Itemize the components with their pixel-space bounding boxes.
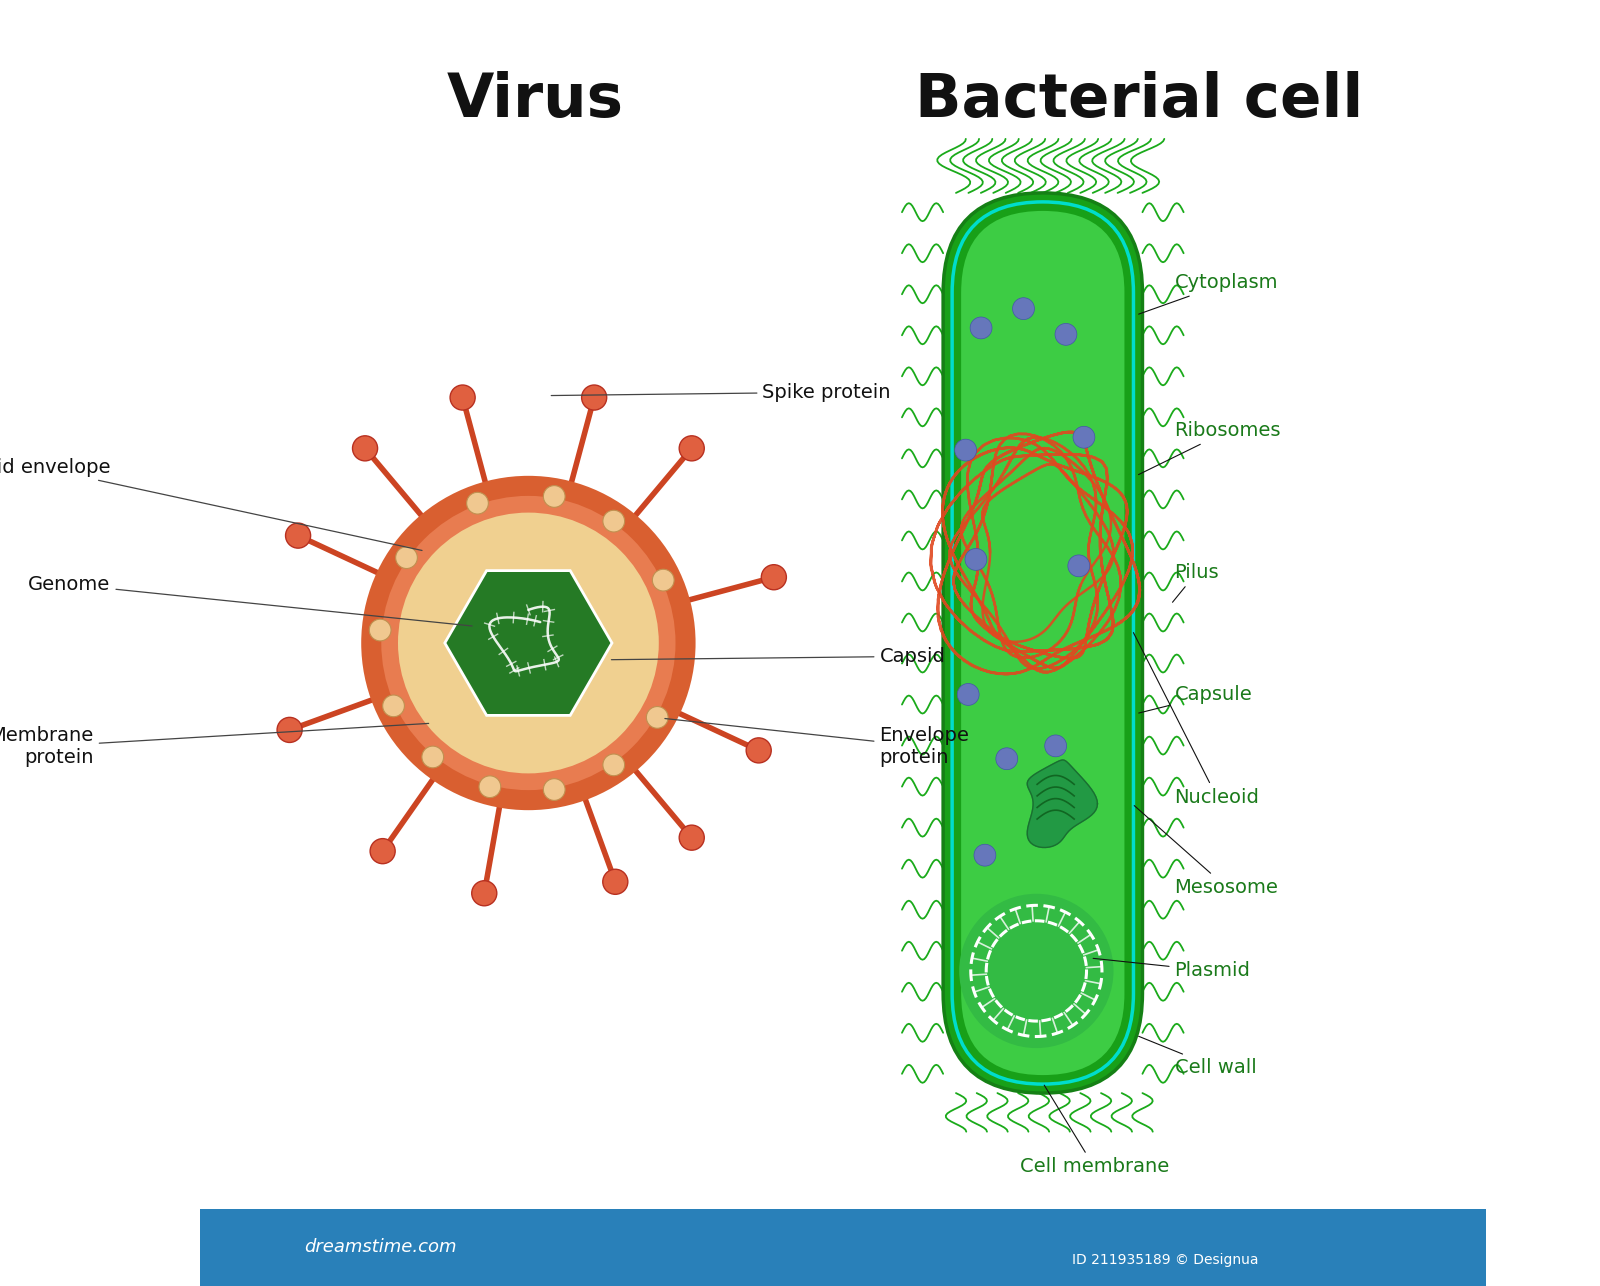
Circle shape xyxy=(1067,554,1090,576)
Circle shape xyxy=(960,894,1114,1048)
Circle shape xyxy=(285,523,310,548)
Circle shape xyxy=(603,511,624,532)
Text: Capsid: Capsid xyxy=(611,647,946,666)
Text: Cytoplasm: Cytoplasm xyxy=(1139,274,1278,314)
Text: Plasmid: Plasmid xyxy=(1093,958,1251,980)
Text: Genome: Genome xyxy=(29,575,472,626)
Circle shape xyxy=(762,565,786,590)
Text: Spike protein: Spike protein xyxy=(552,383,891,401)
Circle shape xyxy=(678,436,704,460)
Text: Membrane
protein: Membrane protein xyxy=(0,724,429,768)
Text: dreamstime.com: dreamstime.com xyxy=(304,1238,456,1256)
Circle shape xyxy=(957,683,979,705)
Polygon shape xyxy=(1027,760,1098,847)
Circle shape xyxy=(450,385,475,410)
Circle shape xyxy=(398,513,659,773)
Circle shape xyxy=(277,718,302,742)
Text: Nucleoid: Nucleoid xyxy=(1133,633,1259,806)
Circle shape xyxy=(478,775,501,797)
Circle shape xyxy=(974,845,995,867)
Text: Virus: Virus xyxy=(446,71,624,130)
Circle shape xyxy=(603,869,627,894)
FancyBboxPatch shape xyxy=(962,211,1125,1075)
Text: ID 211935189 © Designua: ID 211935189 © Designua xyxy=(1072,1254,1258,1267)
Text: Cell membrane: Cell membrane xyxy=(1019,1085,1170,1177)
Circle shape xyxy=(544,778,565,800)
Text: Pilus: Pilus xyxy=(1173,563,1219,602)
Circle shape xyxy=(381,496,675,790)
Circle shape xyxy=(955,439,976,462)
FancyBboxPatch shape xyxy=(942,193,1142,1093)
Circle shape xyxy=(582,385,606,410)
Text: Mesosome: Mesosome xyxy=(1134,805,1278,896)
Circle shape xyxy=(467,493,488,514)
Circle shape xyxy=(370,838,395,864)
Circle shape xyxy=(1045,734,1067,756)
Circle shape xyxy=(370,619,390,640)
Circle shape xyxy=(1074,427,1094,449)
Polygon shape xyxy=(445,571,611,715)
Text: Bacterial cell: Bacterial cell xyxy=(915,71,1363,130)
Circle shape xyxy=(965,548,987,571)
Text: Lipid envelope: Lipid envelope xyxy=(0,458,422,550)
Circle shape xyxy=(352,436,378,460)
Text: Cell wall: Cell wall xyxy=(1139,1037,1256,1076)
Circle shape xyxy=(382,694,405,716)
Circle shape xyxy=(995,747,1018,769)
Text: Capsule: Capsule xyxy=(1139,685,1253,712)
Circle shape xyxy=(395,547,418,568)
Circle shape xyxy=(678,826,704,850)
Bar xyxy=(200,1209,1486,1286)
Circle shape xyxy=(653,570,674,592)
Circle shape xyxy=(362,476,696,810)
Text: Ribosomes: Ribosomes xyxy=(1139,422,1282,475)
Circle shape xyxy=(1013,297,1035,320)
Circle shape xyxy=(970,316,992,338)
Text: Envelope
protein: Envelope protein xyxy=(666,719,970,768)
Circle shape xyxy=(472,881,498,905)
Circle shape xyxy=(646,706,669,728)
Circle shape xyxy=(422,746,443,768)
Circle shape xyxy=(603,754,624,775)
Circle shape xyxy=(544,486,565,508)
Circle shape xyxy=(1054,323,1077,346)
Circle shape xyxy=(746,738,771,763)
